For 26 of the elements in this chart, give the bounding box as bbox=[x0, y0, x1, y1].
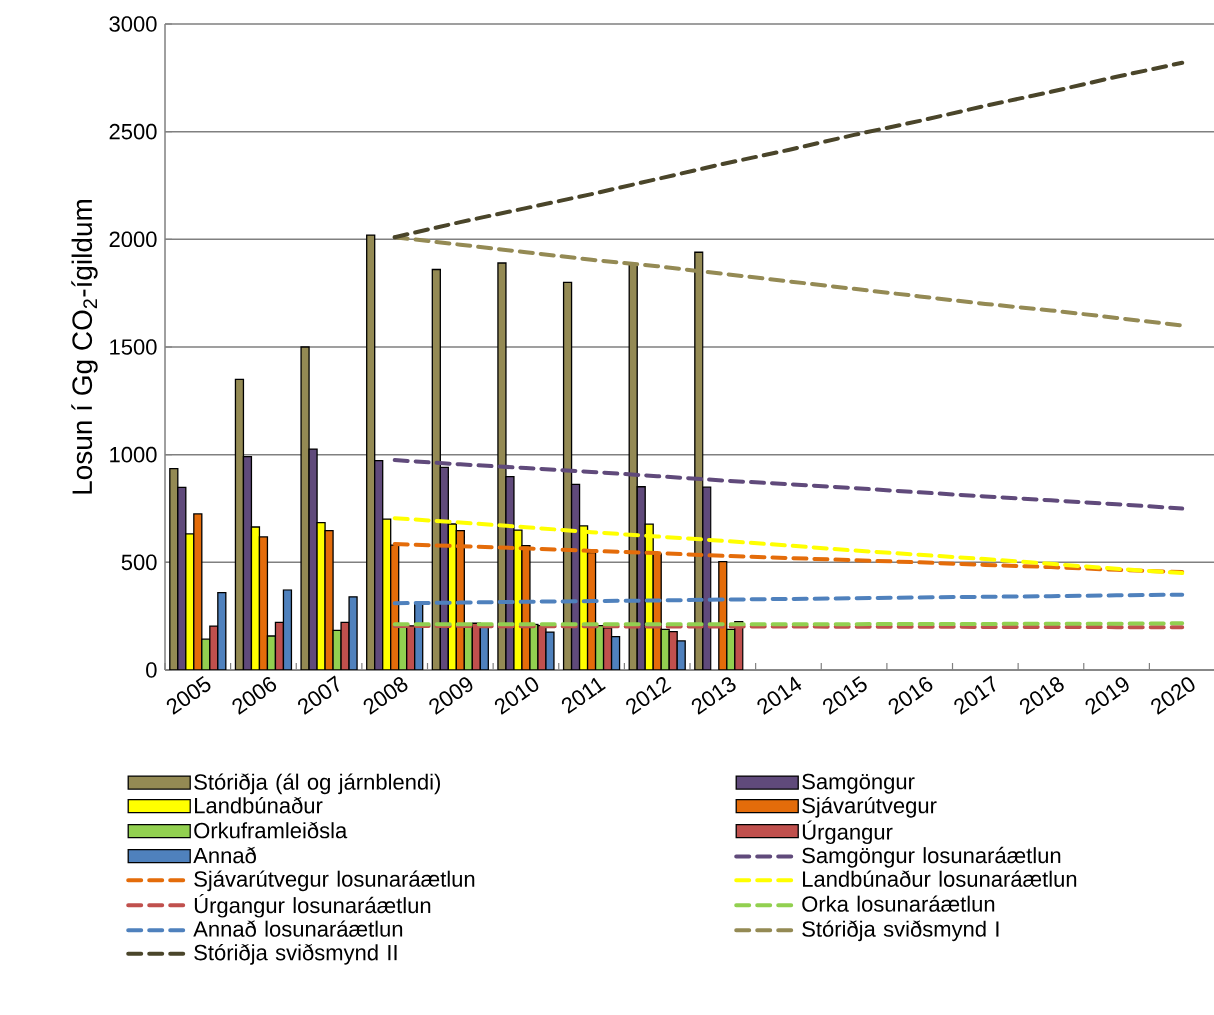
legend-label: Landbúnaður losunaráætlun bbox=[803, 870, 1077, 887]
y-tick-label: 1500 bbox=[110, 339, 157, 355]
legend-label: Annað bbox=[193, 846, 256, 864]
legend-label: Orka losunaráætlun bbox=[802, 895, 995, 912]
y-tick-label: 2000 bbox=[109, 231, 157, 248]
legend-label: Stóriðja (ál og járnblendi) bbox=[194, 773, 440, 795]
legend-label: Stóriðja sviðsmynd II bbox=[194, 943, 397, 965]
legend-label: Sjávarútvegur bbox=[802, 796, 937, 818]
line-series bbox=[392, 60, 1185, 240]
legend-label: Orkuframleiðsla bbox=[194, 821, 348, 839]
legend-label: Samgöngur losunaráætlun bbox=[802, 846, 1061, 868]
legend-label: Úrgangur losunaráætlun bbox=[194, 893, 431, 918]
y-axis-title: Losun í Gg CO$_{2}$-ígildum bbox=[71, 200, 98, 494]
y-tick-label: 0 bbox=[146, 662, 157, 678]
y-tick-label: 500 bbox=[121, 554, 157, 571]
line-series bbox=[392, 458, 1185, 511]
y-tick-label: 3000 bbox=[109, 16, 157, 32]
legend-label: Samgöngur bbox=[802, 773, 915, 794]
legend-label: Annað losunaráætlun bbox=[193, 920, 403, 937]
y-tick-label: 2500 bbox=[109, 123, 157, 140]
legend-label: Stóriðja sviðsmynd I bbox=[802, 920, 999, 942]
x-tick-label: 2011 bbox=[561, 677, 606, 714]
legend-label: Úrgangur bbox=[802, 820, 893, 845]
y-tick-label: 1000 bbox=[110, 446, 157, 463]
legend-label: Landbúnaður bbox=[195, 796, 323, 814]
legend-label: Sjávarútvegur losunaráætlun bbox=[194, 870, 475, 892]
